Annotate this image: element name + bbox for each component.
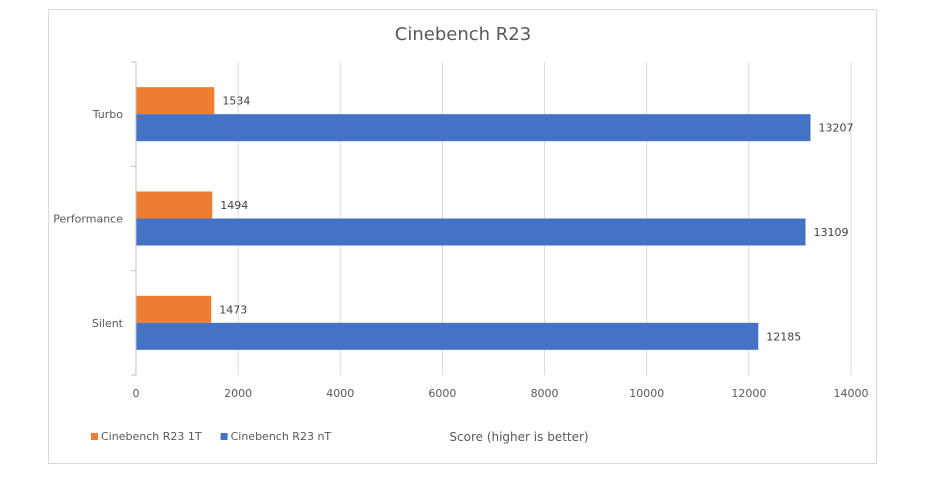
- bar: [136, 322, 759, 350]
- bar: [136, 114, 811, 142]
- category-label: Turbo: [92, 108, 124, 121]
- bar: [136, 87, 215, 115]
- x-tick-label: 8000: [531, 387, 559, 400]
- legend-swatch: [91, 433, 98, 440]
- x-tick-label: 2000: [224, 387, 252, 400]
- x-tick-label: 4000: [326, 387, 354, 400]
- chart-title: Cinebench R23: [395, 24, 531, 45]
- data-label: 1473: [219, 303, 247, 316]
- legend-label: Cinebench R23 nT: [231, 430, 332, 443]
- data-label: 13109: [813, 226, 848, 239]
- x-tick-label: 12000: [731, 387, 766, 400]
- bar: [136, 295, 212, 323]
- legend: Cinebench R23 1T Cinebench R23 nT: [91, 430, 331, 443]
- x-axis-title: Score (higher is better): [449, 430, 588, 444]
- data-label: 1494: [220, 199, 248, 212]
- x-tick-label: 10000: [629, 387, 664, 400]
- bars: 1534 13207 1494 13109 1473 12185: [136, 87, 854, 350]
- category-axis: Turbo Performance Silent: [53, 61, 137, 376]
- legend-label: Cinebench R23 1T: [101, 430, 202, 443]
- data-label: 1534: [222, 95, 250, 108]
- x-tick-label: 6000: [428, 387, 456, 400]
- legend-swatch: [220, 433, 228, 440]
- x-tick-label: 14000: [834, 387, 869, 400]
- data-label: 13207: [819, 122, 854, 135]
- value-axis: 0 2000 4000 6000 8000 10000 12000 14000: [133, 387, 869, 400]
- category-label: Silent: [92, 317, 124, 330]
- category-label: Performance: [53, 213, 123, 226]
- bar: [136, 191, 213, 219]
- bar: [136, 218, 806, 246]
- data-label: 12185: [766, 330, 801, 343]
- x-tick-label: 0: [133, 387, 140, 400]
